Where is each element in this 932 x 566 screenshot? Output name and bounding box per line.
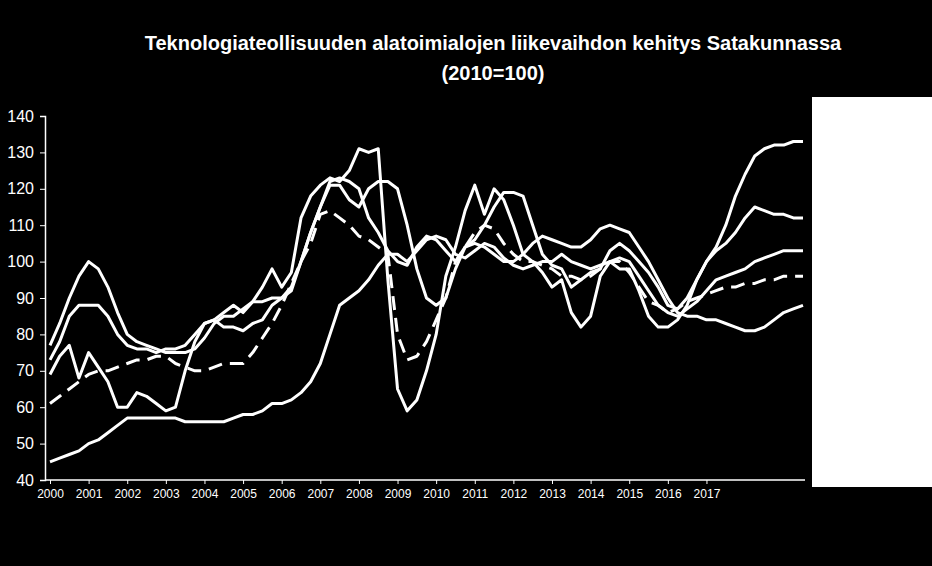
x-tick-label: 2001: [76, 487, 103, 501]
x-tick-label: 2016: [655, 487, 682, 501]
x-tick: 2013: [539, 480, 566, 501]
y-tick: 70: [16, 362, 45, 379]
x-tick: 2011: [462, 480, 488, 501]
x-tick-mark: [475, 480, 476, 484]
x-tick-mark: [668, 480, 669, 484]
y-tick-mark: [40, 152, 45, 153]
x-tick-label: 2011: [462, 487, 488, 501]
x-tick-mark: [591, 480, 592, 484]
x-tick-label: 2009: [385, 487, 412, 501]
series-line: [50, 141, 803, 410]
x-tick-label: 2002: [114, 487, 141, 501]
y-tick-label: 140: [7, 108, 34, 125]
y-tick-mark: [40, 262, 45, 263]
x-tick-mark: [629, 480, 630, 484]
x-tick-label: 2000: [37, 487, 64, 501]
y-tick-mark: [40, 444, 45, 445]
y-tick-mark: [40, 225, 45, 226]
x-tick-label: 2008: [346, 487, 373, 501]
y-tick-label: 110: [8, 217, 34, 234]
y-tick-mark: [40, 407, 45, 408]
x-tick: 2009: [385, 480, 412, 501]
x-tick: 2008: [346, 480, 373, 501]
y-tick: 140: [7, 108, 45, 125]
x-tick: 2000: [37, 480, 64, 501]
x-tick: 2016: [655, 480, 682, 501]
x-tick: 2014: [578, 480, 605, 501]
y-tick-mark: [40, 189, 45, 190]
subtitle: (2010=100): [442, 62, 545, 84]
y-tick-label: 130: [7, 144, 34, 161]
y-tick: 100: [7, 253, 45, 270]
x-tick: 2010: [423, 480, 450, 501]
y-axis: 40 50 60 70 80 90 100 110 120 130 140: [7, 108, 45, 489]
x-tick-mark: [89, 480, 90, 484]
series-line: [50, 178, 803, 353]
x-tick: 2004: [192, 480, 219, 501]
y-tick: 130: [7, 144, 45, 161]
x-tick-mark: [320, 480, 321, 484]
y-tick-label: 120: [7, 180, 34, 197]
y-tick-label: 90: [16, 290, 34, 307]
x-tick-mark: [282, 480, 283, 484]
x-tick-mark: [513, 480, 514, 484]
y-tick: 120: [7, 180, 45, 197]
y-tick: 50: [16, 435, 45, 452]
x-tick: 2017: [694, 480, 721, 501]
x-tick-mark: [398, 480, 399, 484]
x-tick-mark: [166, 480, 167, 484]
background: [0, 0, 932, 566]
x-tick-label: 2010: [423, 487, 450, 501]
x-tick-label: 2017: [694, 487, 721, 501]
y-tick: 90: [16, 290, 45, 307]
x-axis-line: [45, 479, 805, 481]
title: Teknologiateollisuuden alatoimialojen li…: [145, 32, 842, 54]
legend-box: [812, 97, 932, 487]
x-tick-mark: [706, 480, 707, 484]
y-tick-mark: [40, 298, 45, 299]
y-tick-label: 80: [16, 326, 34, 343]
y-tick-mark: [40, 116, 45, 117]
x-tick: 2003: [153, 480, 180, 501]
y-tick-label: 40: [16, 472, 34, 489]
x-tick-label: 2003: [153, 487, 180, 501]
x-tick-mark: [127, 480, 128, 484]
x-axis: 2000 2001 2002 2003 2004 2005 2006 2007 2008 2009…: [37, 480, 805, 501]
x-tick-label: 2006: [269, 487, 296, 501]
x-tick-mark: [204, 480, 205, 484]
y-tick-mark: [40, 334, 45, 335]
x-tick-mark: [50, 480, 51, 484]
x-tick: 2012: [501, 480, 528, 501]
x-tick-mark: [552, 480, 553, 484]
x-tick-label: 2004: [192, 487, 219, 501]
y-tick-mark: [40, 480, 45, 481]
y-axis-line: [40, 117, 46, 481]
x-tick-label: 2012: [501, 487, 528, 501]
x-tick-label: 2013: [539, 487, 566, 501]
x-tick-mark: [243, 480, 244, 484]
y-tick: 80: [16, 326, 45, 343]
y-tick-label: 100: [7, 253, 34, 270]
y-tick: 60: [16, 399, 45, 416]
y-tick-label: 60: [16, 399, 34, 416]
x-tick-label: 2005: [230, 487, 257, 501]
plot-area: [50, 141, 803, 461]
x-tick: 2007: [307, 480, 334, 501]
x-tick: 2002: [114, 480, 141, 501]
x-tick: 2005: [230, 480, 257, 501]
x-tick-mark: [436, 480, 437, 484]
x-tick-label: 2014: [578, 487, 605, 501]
x-tick-label: 2015: [616, 487, 643, 501]
x-tick: 2015: [616, 480, 643, 501]
y-tick-label: 50: [16, 435, 34, 452]
y-tick-mark: [40, 371, 45, 372]
x-tick: 2006: [269, 480, 296, 501]
chart: Teknologiateollisuuden alatoimialojen li…: [0, 0, 932, 566]
x-tick: 2001: [76, 480, 103, 501]
series-line: [50, 182, 803, 360]
x-tick-label: 2007: [307, 487, 334, 501]
y-tick-label: 70: [16, 362, 34, 379]
x-tick-mark: [359, 480, 360, 484]
y-tick: 110: [8, 217, 45, 234]
